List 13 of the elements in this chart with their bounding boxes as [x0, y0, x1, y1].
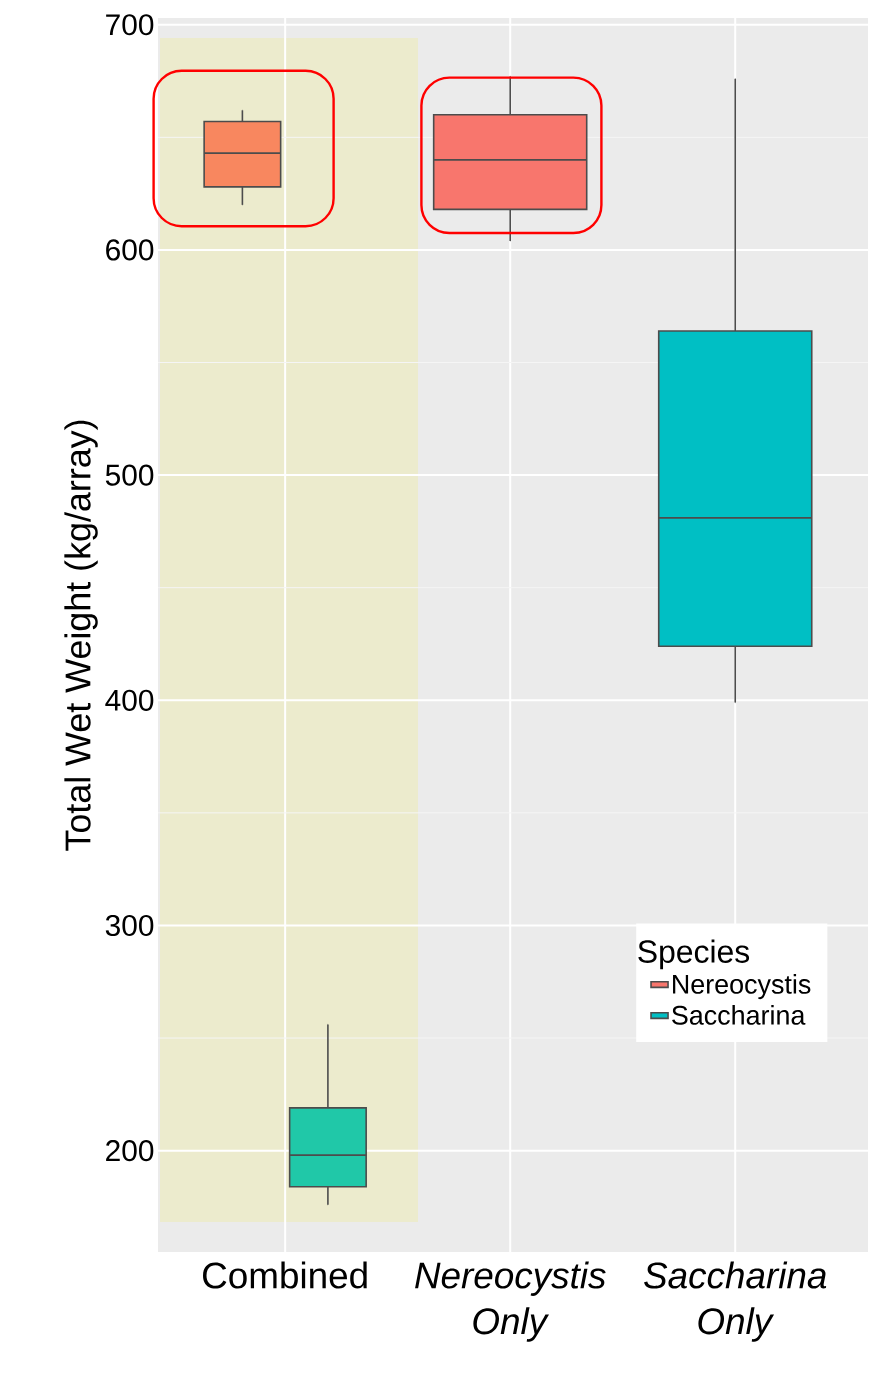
- y-tick-label: 500: [105, 464, 154, 486]
- y-axis-title: Total Wet Weight (kg/array): [64, 420, 98, 851]
- y-tick-label: 300: [105, 914, 154, 937]
- y-tick-label: 600: [106, 239, 154, 261]
- legend-label: Saccharina: [672, 1005, 806, 1025]
- x-tick-label: Combined: [203, 1261, 367, 1289]
- x-tick-label: Nereocystis Only: [415, 1261, 606, 1342]
- y-tick-label: 700: [106, 14, 154, 36]
- legend-label: Nereocystis: [673, 974, 811, 1000]
- y-tick-label: 400: [105, 689, 154, 711]
- legend-title: Species: [638, 939, 750, 970]
- y-tick-label: 200: [106, 1140, 154, 1162]
- x-tick-label: Saccharina Only: [644, 1261, 827, 1342]
